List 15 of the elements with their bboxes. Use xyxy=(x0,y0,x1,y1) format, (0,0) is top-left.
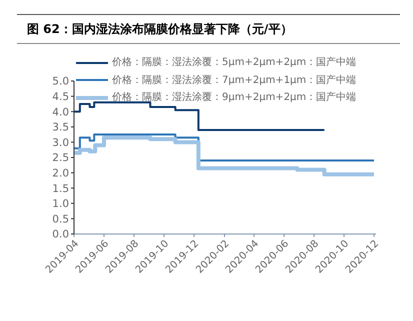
y-tick-label: 5.0 xyxy=(52,76,69,88)
y-tick-label: 0.0 xyxy=(52,228,69,241)
chart-title: 图 62：国内湿法涂布隔膜价格显著下降（元/平） xyxy=(26,20,292,38)
y-tick-label: 4.0 xyxy=(52,106,69,118)
legend-label: 价格：隔膜：湿法涂覆：7μm+2μm+1μm：国产中端 xyxy=(112,74,356,88)
y-tick-label: 3.5 xyxy=(52,122,69,134)
y-tick-label: 0.5 xyxy=(52,213,69,226)
legend-label: 价格：隔膜：湿法涂覆：9μm+2μm+2μm：国产中端 xyxy=(112,90,356,105)
y-tick-label: 3.0 xyxy=(52,136,69,149)
y-tick-label: 2.5 xyxy=(52,152,69,164)
y-tick-label: 2.0 xyxy=(52,168,69,180)
y-tick-label: 4.5 xyxy=(52,91,69,104)
y-tick-label: 1.5 xyxy=(52,182,69,195)
y-tick-label: 1.0 xyxy=(52,198,69,210)
legend-label: 价格：隔膜：湿法涂覆：5μm+2μm+2μm：国产中端 xyxy=(112,56,356,70)
